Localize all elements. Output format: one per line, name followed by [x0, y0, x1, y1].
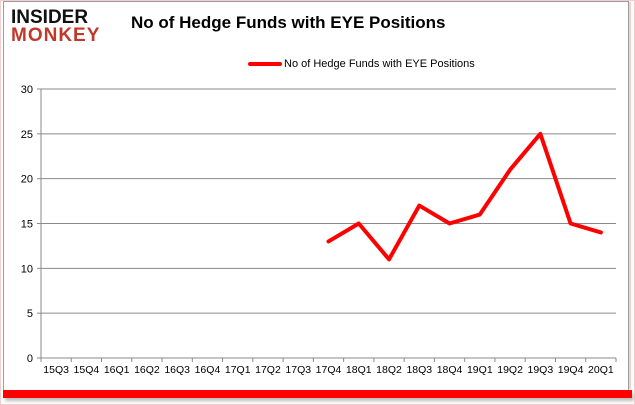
logo-text-monkey: MONKEY — [11, 25, 101, 46]
x-axis-tick-label: 16Q4 — [195, 364, 221, 376]
y-axis-tick-label: 30 — [21, 84, 33, 96]
logo-text-insider: INSIDER — [11, 7, 89, 28]
legend-line-marker — [248, 62, 282, 66]
x-axis-tick-label: 20Q1 — [588, 364, 614, 376]
legend: No of Hedge Funds with EYE Positions — [248, 57, 475, 71]
x-axis-tick-label: 16Q1 — [104, 364, 130, 376]
x-axis-tick-label: 19Q4 — [558, 364, 584, 376]
x-axis-tick-label: 16Q2 — [134, 364, 160, 376]
y-axis-tick-label: 10 — [21, 263, 33, 275]
x-axis-tick-label: 15Q4 — [74, 364, 100, 376]
x-axis-tick-label: 19Q1 — [467, 364, 493, 376]
y-axis-tick-label: 15 — [21, 219, 33, 231]
x-axis-tick-label: 17Q3 — [285, 364, 311, 376]
page-title: No of Hedge Funds with EYE Positions — [131, 13, 446, 32]
x-axis-tick-label: 19Q3 — [527, 364, 553, 376]
y-axis-tick-label: 0 — [27, 353, 33, 365]
x-axis-tick-label: 17Q1 — [225, 364, 251, 376]
x-axis-tick-label: 18Q3 — [406, 364, 432, 376]
x-axis-tick-label: 18Q1 — [346, 364, 372, 376]
y-axis-tick-label: 5 — [27, 308, 33, 320]
y-axis-tick-label: 25 — [21, 129, 33, 141]
legend-label: No of Hedge Funds with EYE Positions — [284, 58, 475, 70]
insider-monkey-logo: INSIDER MONKEY — [11, 8, 100, 46]
x-axis-tick-label: 17Q2 — [255, 364, 281, 376]
data-series-line — [326, 131, 603, 262]
x-axis-tick-label: 18Q2 — [376, 364, 402, 376]
bottom-accent-bar — [3, 390, 632, 398]
chart-card-frame — [3, 1, 629, 390]
x-axis-tick-label: 17Q4 — [316, 364, 342, 376]
chart-svg: 0 5 10 15 20 25 30 15Q3 15Q4 16Q1 16Q2 16Q3 16Q4 17Q1… — [21, 84, 617, 376]
x-axis-tick-label: 16Q3 — [164, 364, 190, 376]
y-axis-tick-label: 20 — [21, 174, 33, 186]
x-axis-tick-label: 19Q2 — [497, 364, 523, 376]
x-axis-tick-label: 18Q4 — [437, 364, 463, 376]
x-axis-tick-label: 15Q3 — [43, 364, 69, 376]
